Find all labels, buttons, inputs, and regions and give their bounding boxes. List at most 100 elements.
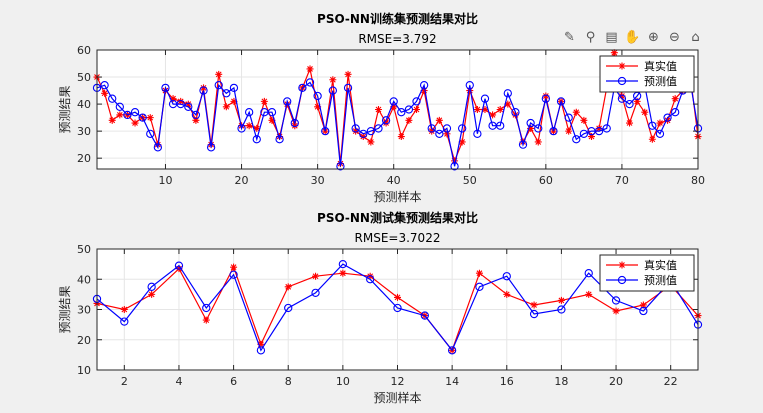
data-point-true (405, 116, 413, 124)
data-point-true (420, 87, 428, 95)
x-tick-label: 4 (175, 375, 182, 388)
data-point-true (257, 340, 265, 348)
y-tick-label: 20 (77, 152, 91, 165)
legend-label: 预测值 (644, 274, 677, 287)
data-point-true (146, 114, 154, 122)
data-point-predicted (374, 124, 383, 133)
data-point-true (260, 97, 268, 105)
data-point-true (344, 70, 352, 78)
x-tick-label: 80 (691, 174, 705, 187)
data-point-true (253, 124, 261, 132)
data-point-true (610, 49, 618, 57)
data-point-predicted (564, 113, 573, 122)
data-point-true (230, 263, 238, 271)
data-point-true (626, 119, 634, 127)
data-point-predicted (639, 306, 648, 316)
data-point-predicted (475, 282, 484, 291)
data-point-true (245, 122, 253, 130)
data-point-predicted (435, 129, 444, 138)
chart-1: 10 20 30 40 50 60 70 80 20 30 40 50 60 PSO-NN训练集预测结果对… (58, 11, 705, 204)
data-point-true (458, 138, 466, 146)
legend-box (599, 254, 695, 292)
data-point-predicted (138, 113, 147, 122)
data-point-true (527, 124, 535, 132)
legend-marker (618, 62, 626, 70)
data-point-predicted (412, 97, 421, 106)
data-point-predicted (458, 124, 467, 133)
home-icon[interactable]: ⌂ (691, 30, 700, 45)
x-tick-label: 16 (500, 375, 514, 388)
y-tick-label: 50 (77, 71, 91, 84)
data-point-true (612, 307, 620, 315)
data-point-predicted (256, 346, 266, 355)
data-point-true (542, 92, 550, 100)
x-tick-label: 6 (230, 375, 237, 388)
x-tick-label: 70 (615, 174, 629, 187)
data-point-predicted (290, 118, 299, 128)
data-point-predicted (556, 97, 566, 106)
data-point-true (339, 269, 347, 277)
data-point-true (656, 119, 664, 127)
data-point-true (192, 116, 200, 124)
data-point-predicted (366, 126, 376, 136)
pan-hand-icon[interactable]: ✋ (624, 30, 641, 45)
data-point-predicted (222, 89, 231, 98)
data-point-predicted (496, 121, 505, 130)
x-tick-label: 2 (121, 375, 128, 388)
data-point-true (489, 111, 497, 119)
y-tick-label: 50 (77, 243, 91, 256)
zoom-out-icon[interactable]: ⊖ (669, 30, 680, 45)
legend-marker (618, 261, 626, 269)
data-point-predicted (147, 282, 156, 291)
data-point-predicted (108, 94, 117, 103)
data-point-predicted (420, 311, 429, 320)
data-point-predicted (419, 81, 429, 90)
data-point-predicted (671, 108, 680, 117)
data-point-predicted (617, 94, 627, 103)
data-point-true (481, 106, 489, 113)
data-point-predicted (442, 124, 452, 133)
chart-subtitle: RMSE=3.7022 (355, 231, 441, 245)
data-point-predicted (237, 124, 246, 133)
data-point-predicted (393, 303, 402, 313)
datatip-icon[interactable]: ⚲ (585, 30, 596, 45)
data-point-predicted (123, 110, 132, 120)
data-point-predicted (465, 81, 474, 90)
data-point-true (268, 116, 276, 124)
chart-2: 2 4 6 8 10 12 14 16 18 20 22 10 20 30 40 50 PSO-NN测试集预测结… (58, 210, 703, 405)
brush-icon[interactable]: ✎ (564, 30, 575, 45)
data-point-true (108, 116, 116, 124)
data-point-predicted (229, 83, 239, 93)
data-point-true (394, 293, 401, 301)
data-point-predicted (338, 259, 348, 269)
data-point-predicted (214, 81, 223, 90)
data-point-predicted (245, 108, 254, 117)
data-point-predicted (502, 272, 511, 281)
data-point-true (496, 106, 504, 113)
data-point-predicted (381, 116, 391, 125)
data-point-true (587, 133, 595, 141)
data-point-predicted (359, 129, 368, 138)
data-point-true (215, 70, 223, 78)
data-point-predicted (267, 108, 277, 117)
x-axis-label: 预测样本 (373, 390, 421, 405)
data-point-true (639, 301, 647, 309)
data-point-true (475, 269, 483, 277)
zoom-in-icon[interactable]: ⊕ (648, 30, 659, 45)
data-point-true (148, 290, 156, 298)
data-point-predicted (343, 83, 353, 93)
data-point-predicted (328, 86, 337, 95)
data-point-predicted (473, 129, 482, 138)
y-axis-label: 预测结果 (58, 285, 72, 333)
data-point-predicted (427, 124, 436, 133)
series-line-predicted (96, 263, 699, 352)
data-point-predicted (611, 296, 621, 305)
legend-icon[interactable]: ▤ (605, 30, 618, 45)
x-tick-label: 8 (285, 375, 292, 388)
data-point-predicted (511, 108, 520, 117)
data-point-true (284, 283, 292, 291)
data-point-true (466, 87, 474, 95)
data-point-predicted (321, 126, 330, 136)
y-tick-label: 30 (77, 304, 91, 317)
data-point-predicted (336, 162, 345, 171)
